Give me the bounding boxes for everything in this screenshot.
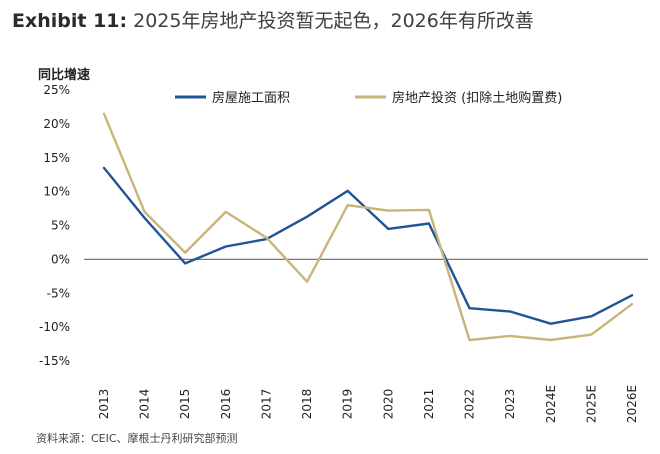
y-tick-label: 5% (51, 219, 70, 233)
series-line-real-estate-investment (102, 112, 634, 342)
legend-label: 房地产投资 (扣除土地购置费) (392, 90, 562, 106)
title-text: 2025年房地产投资暂无起色，2026年有所改善 (133, 10, 534, 32)
y-tick-label: 0% (51, 252, 70, 266)
source-note: 资料来源：CEIC、摩根士丹利研究部预测 (36, 432, 238, 445)
series-line-construction-area (102, 166, 634, 325)
x-tick-label: 2018 (300, 389, 314, 420)
x-tick-label: 2025E (584, 385, 598, 423)
x-tick-label: 2019 (341, 389, 355, 420)
x-tick-label: 2020 (381, 389, 395, 420)
y-tick-label: 15% (43, 151, 70, 165)
exhibit-label: Exhibit 11: (12, 10, 128, 32)
x-tick-label: 2021 (422, 389, 436, 420)
y-tick-label: 20% (43, 117, 70, 131)
x-tick-label: 2024E (544, 385, 558, 423)
y-tick-label: 25% (43, 83, 70, 97)
y-axis-label: 同比增速 (38, 68, 91, 83)
y-tick-label: -5% (47, 286, 70, 300)
y-tick-label: -15% (39, 354, 70, 368)
y-tick-label: -10% (39, 320, 70, 334)
x-tick-label: 2022 (463, 389, 477, 420)
x-tick-label: 2026E (625, 385, 639, 423)
x-tick-label: 2014 (138, 389, 152, 420)
x-tick-label: 2023 (503, 389, 517, 420)
x-tick-label: 2013 (97, 389, 111, 420)
chart-title: Exhibit 11: 2025年房地产投资暂无起色，2026年有所改善 (12, 6, 534, 33)
y-tick-label: 10% (43, 185, 70, 199)
x-tick-label: 2017 (259, 389, 273, 420)
legend-label: 房屋施工面积 (212, 90, 290, 106)
x-tick-label: 2015 (178, 389, 192, 420)
x-tick-label: 2016 (219, 389, 233, 420)
